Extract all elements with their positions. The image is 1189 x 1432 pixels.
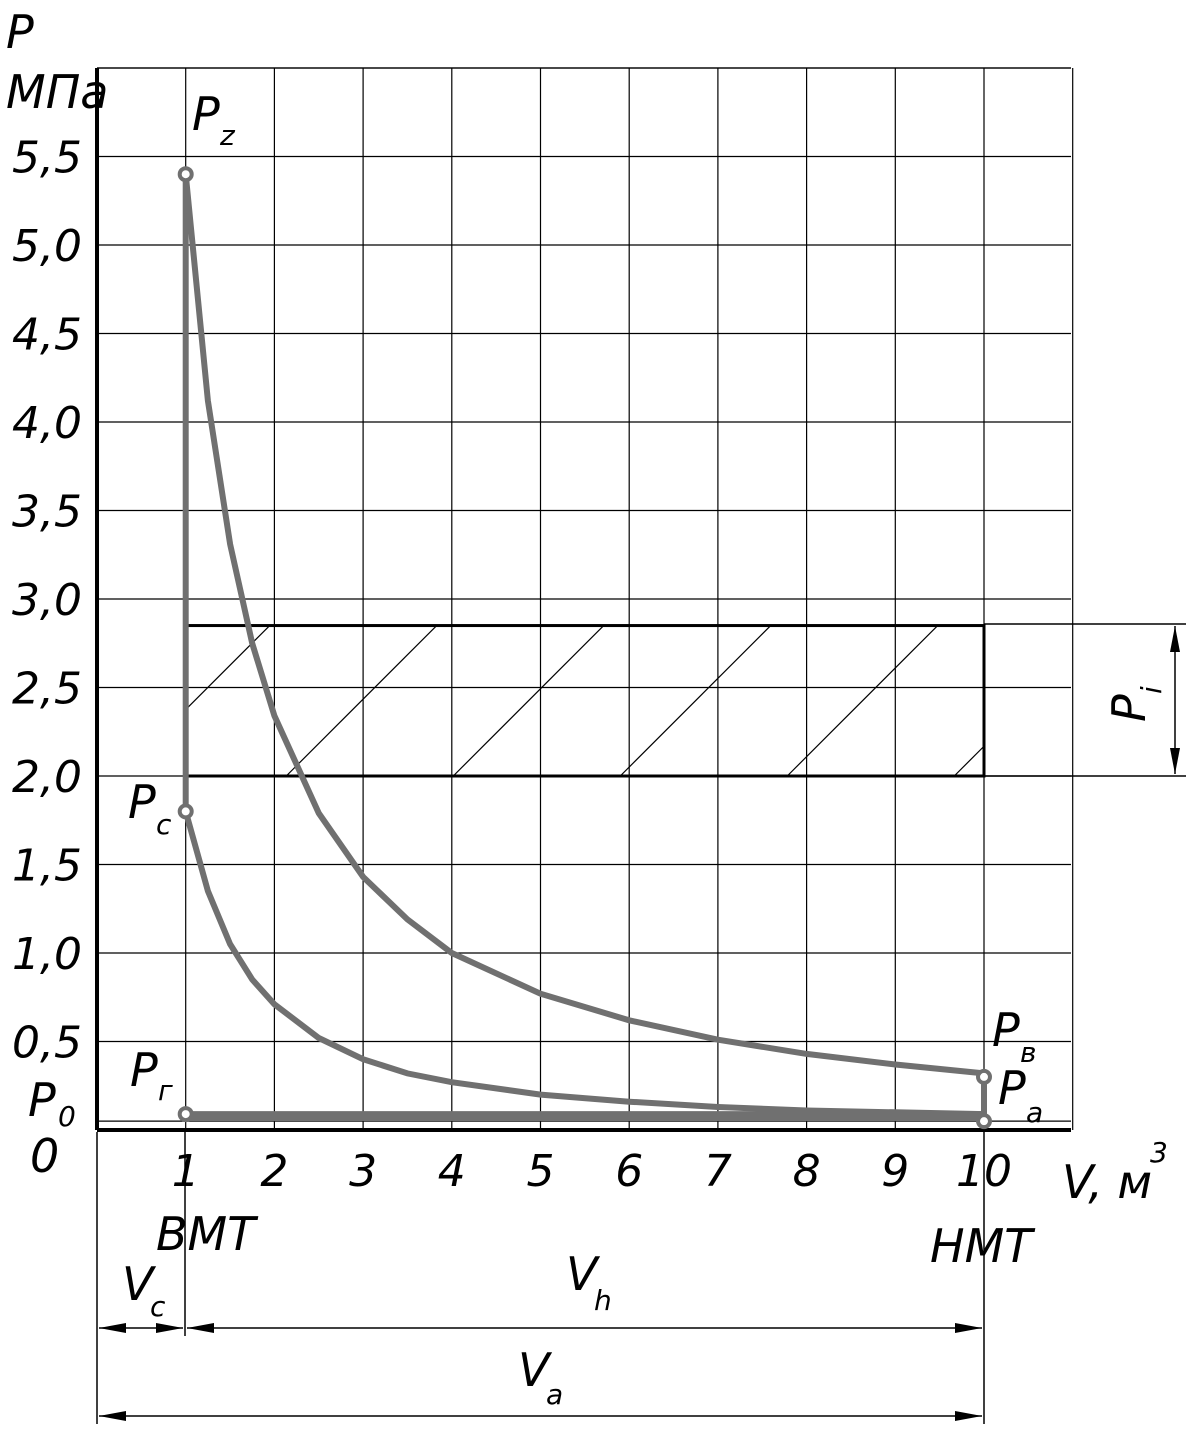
svg-text:P: P: [992, 1003, 1020, 1057]
y-axis-unit: МПа: [6, 65, 108, 119]
hatch-line: [953, 745, 985, 777]
svg-text:h: h: [594, 1284, 612, 1317]
svg-text:P: P: [130, 1043, 158, 1097]
hatch-line: [452, 625, 605, 777]
x-tick-label: 8: [793, 1146, 821, 1197]
svg-text:г: г: [158, 1074, 173, 1107]
x-axis-unit-sup: 3: [1150, 1136, 1168, 1169]
x-tick-label: 7: [704, 1146, 732, 1197]
point-pz: [177, 166, 194, 183]
svg-text:P: P: [192, 87, 220, 141]
point-pc: [177, 803, 194, 820]
point-pв: [976, 1068, 992, 1085]
y-tick-label: 4,5: [12, 310, 82, 361]
vc-arrow-left: [99, 1323, 126, 1333]
svg-text:c: c: [156, 808, 172, 841]
svg-text:a: a: [1026, 1096, 1043, 1129]
cycle-curves: [182, 173, 987, 1122]
vh-arrow-left: [187, 1323, 214, 1333]
y-tick-label: 5,0: [12, 221, 82, 272]
svg-text:V: V: [122, 1257, 157, 1311]
y-tick-label: 0,5: [12, 1018, 82, 1069]
x-tick-label: 4: [438, 1146, 466, 1197]
point-pa: [976, 1113, 992, 1130]
tdc-label: ВМТ: [156, 1207, 259, 1261]
x-tick-label: 9: [881, 1146, 909, 1197]
svg-text:в: в: [1020, 1036, 1037, 1069]
x-tick-label: 6: [615, 1146, 643, 1197]
p0-sub: 0: [58, 1100, 76, 1133]
cycle-points: [177, 166, 992, 1130]
pg-label: P г: [130, 1043, 173, 1107]
grid-lines: [97, 67, 1074, 1130]
pv-label: P в: [992, 1003, 1037, 1069]
compression-curve: [182, 810, 985, 1118]
pc-label: P c: [128, 775, 172, 841]
origin-label: 0: [30, 1129, 59, 1183]
x-tick-label: 5: [527, 1146, 555, 1197]
pz-label: P z: [192, 87, 236, 152]
svg-text:P: P: [128, 775, 156, 829]
x-tick-labels: 1 2 3 4 5 6 7 8 9 10: [172, 1146, 1012, 1197]
point-pг: [177, 1106, 194, 1123]
y-tick-label: 2,0: [12, 752, 82, 803]
vh-label: V h: [566, 1247, 612, 1317]
va-arrow-left: [99, 1411, 126, 1421]
y-tick-label: 2,5: [12, 664, 82, 715]
pi-arrow-top: [1170, 626, 1180, 652]
p0-label: P: [28, 1073, 56, 1127]
pa-label: P a: [998, 1061, 1043, 1129]
x-tick-label: 3: [349, 1146, 377, 1197]
vh-arrow-right: [955, 1323, 982, 1333]
va-arrow-right: [955, 1411, 982, 1421]
svg-text:P: P: [998, 1061, 1026, 1115]
hatch-line: [786, 625, 939, 777]
y-axis-label: P: [6, 5, 34, 59]
vc-arrow-right: [156, 1323, 183, 1333]
y-tick-label: 5,5: [12, 133, 82, 184]
svg-text:a: a: [546, 1378, 563, 1411]
mean-pressure-rectangle: [184, 624, 986, 778]
y-tick-labels: 5,5 5,0 4,5 4,0 3,5 3,0 2,5 2,0 1,5 1,0 0,5: [12, 133, 82, 1069]
svg-text:P: P: [1102, 694, 1156, 722]
y-tick-label: 1,0: [12, 929, 82, 980]
y-tick-label: 3,5: [12, 487, 82, 538]
pi-arrow-bottom: [1170, 748, 1180, 774]
y-tick-label: 3,0: [12, 575, 82, 626]
mean-pressure-hatching: [185, 625, 985, 777]
y-tick-label: 4,0: [12, 398, 82, 449]
pi-label: P i: [1102, 686, 1168, 722]
bdc-label: НМТ: [930, 1219, 1036, 1273]
va-label: V a: [518, 1343, 563, 1411]
hatch-line: [185, 625, 271, 710]
hatch-line: [285, 625, 438, 777]
x-tick-label: 2: [260, 1146, 288, 1197]
y-tick-label: 1,5: [12, 841, 82, 892]
expansion-curve: [182, 173, 985, 1077]
svg-text:z: z: [219, 119, 236, 152]
svg-text:i: i: [1135, 686, 1168, 694]
svg-text:V: V: [518, 1343, 553, 1397]
vc-label: V c: [122, 1257, 166, 1323]
svg-text:V: V: [566, 1247, 601, 1301]
svg-text:c: c: [150, 1290, 166, 1323]
x-axis-label: V, м: [1062, 1155, 1152, 1209]
hatch-line: [619, 625, 772, 777]
